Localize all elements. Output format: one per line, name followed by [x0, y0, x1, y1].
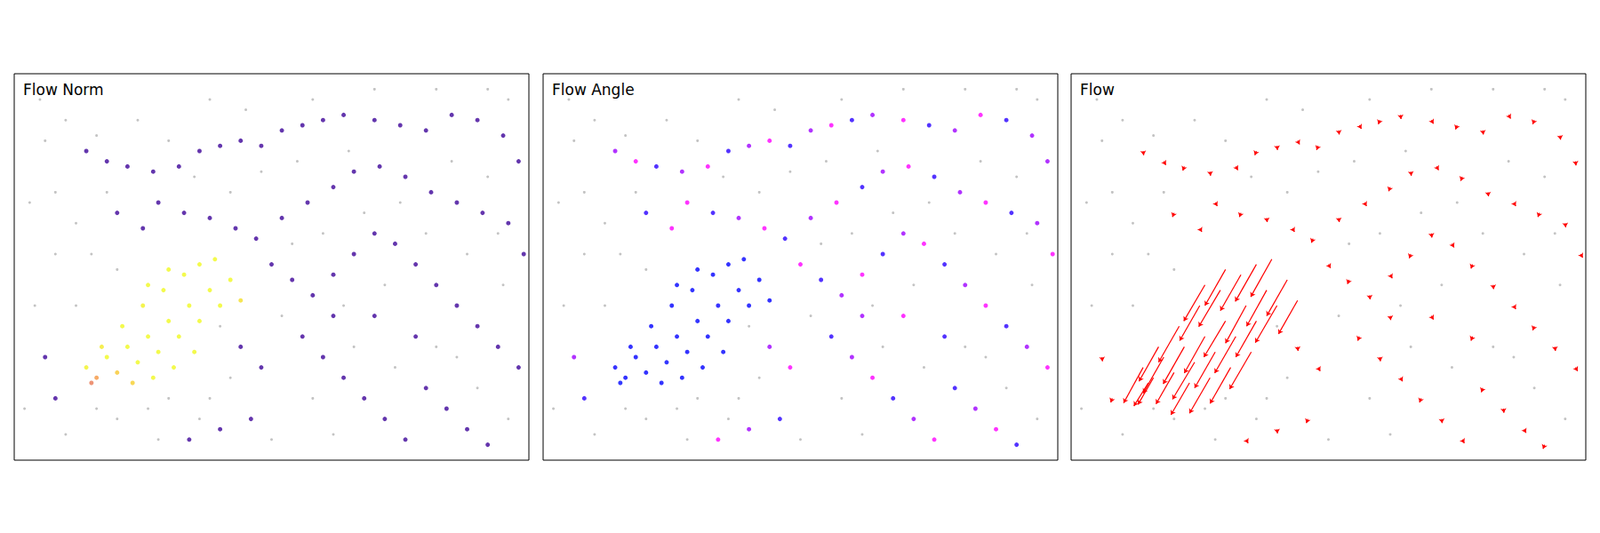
svg-text:Flow Norm: Flow Norm — [23, 80, 104, 99]
svg-text:Flow: Flow — [1080, 80, 1115, 99]
svg-text:Flow Angle: Flow Angle — [552, 80, 635, 99]
